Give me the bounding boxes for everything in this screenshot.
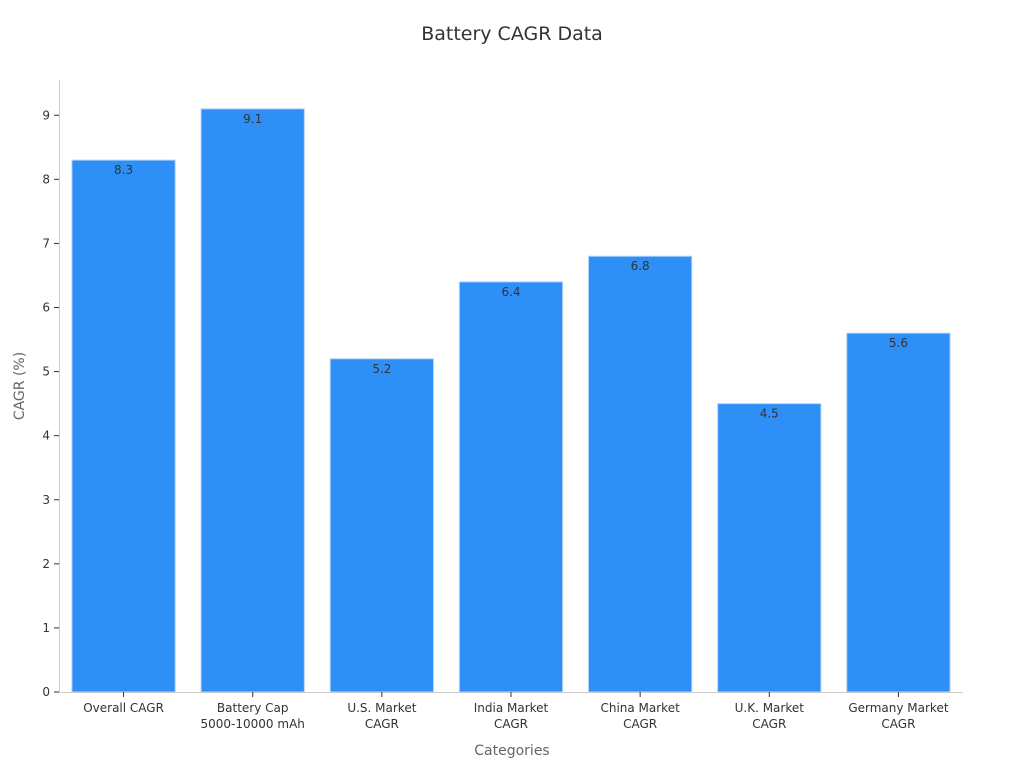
bars-layer (71, 108, 951, 693)
bar-0 (71, 159, 176, 693)
x-tick-label-2: U.S. Market CAGR (347, 701, 416, 731)
x-tick-label-6: Germany Market CAGR (848, 701, 949, 731)
bar-1 (200, 108, 305, 693)
bar-3 (458, 281, 564, 693)
y-tick-label-6: 6 (42, 301, 50, 315)
value-label-1: 9.1 (243, 112, 262, 126)
y-tick-label-3: 3 (42, 493, 50, 507)
x-tick-label-4: China Market CAGR (600, 701, 680, 731)
value-label-2: 5.2 (372, 362, 391, 376)
value-label-6: 5.6 (889, 336, 908, 350)
x-tick-label-5: U.K. Market CAGR (735, 701, 805, 731)
chart-title: Battery CAGR Data (421, 23, 603, 45)
x-tick-label-0: Overall CAGR (83, 701, 164, 715)
y-tick-label-4: 4 (42, 429, 50, 443)
x-axis-label: Categories (474, 743, 549, 759)
x-tick-label-3: India Market CAGR (474, 701, 549, 731)
y-axis-label: CAGR (%) (12, 352, 28, 420)
y-tick-label-7: 7 (42, 236, 50, 250)
y-tick-label-1: 1 (42, 621, 50, 635)
bar-4 (587, 255, 693, 693)
value-labels: 8.3 9.1 5.2 6.4 6.8 4.5 5.6 (114, 112, 908, 421)
x-tick-label-1: Battery Cap 5000-10000 mAh (201, 701, 305, 731)
bar-2 (329, 358, 435, 693)
bar-5 (717, 403, 822, 693)
y-tick-label-9: 9 (42, 108, 50, 122)
bar-6 (846, 332, 951, 693)
y-ticks: 0 1 2 3 4 5 6 7 8 9 (42, 108, 59, 699)
value-label-3: 6.4 (501, 285, 520, 299)
y-tick-label-0: 0 (42, 685, 50, 699)
y-tick-label-5: 5 (42, 365, 50, 379)
x-ticks: Overall CAGR Battery Cap 5000-10000 mAh U.S… (83, 692, 949, 731)
value-label-0: 8.3 (114, 163, 133, 177)
y-tick-label-8: 8 (42, 172, 50, 186)
value-label-4: 6.8 (631, 259, 650, 273)
value-label-5: 4.5 (760, 407, 779, 421)
y-tick-label-2: 2 (42, 557, 50, 571)
